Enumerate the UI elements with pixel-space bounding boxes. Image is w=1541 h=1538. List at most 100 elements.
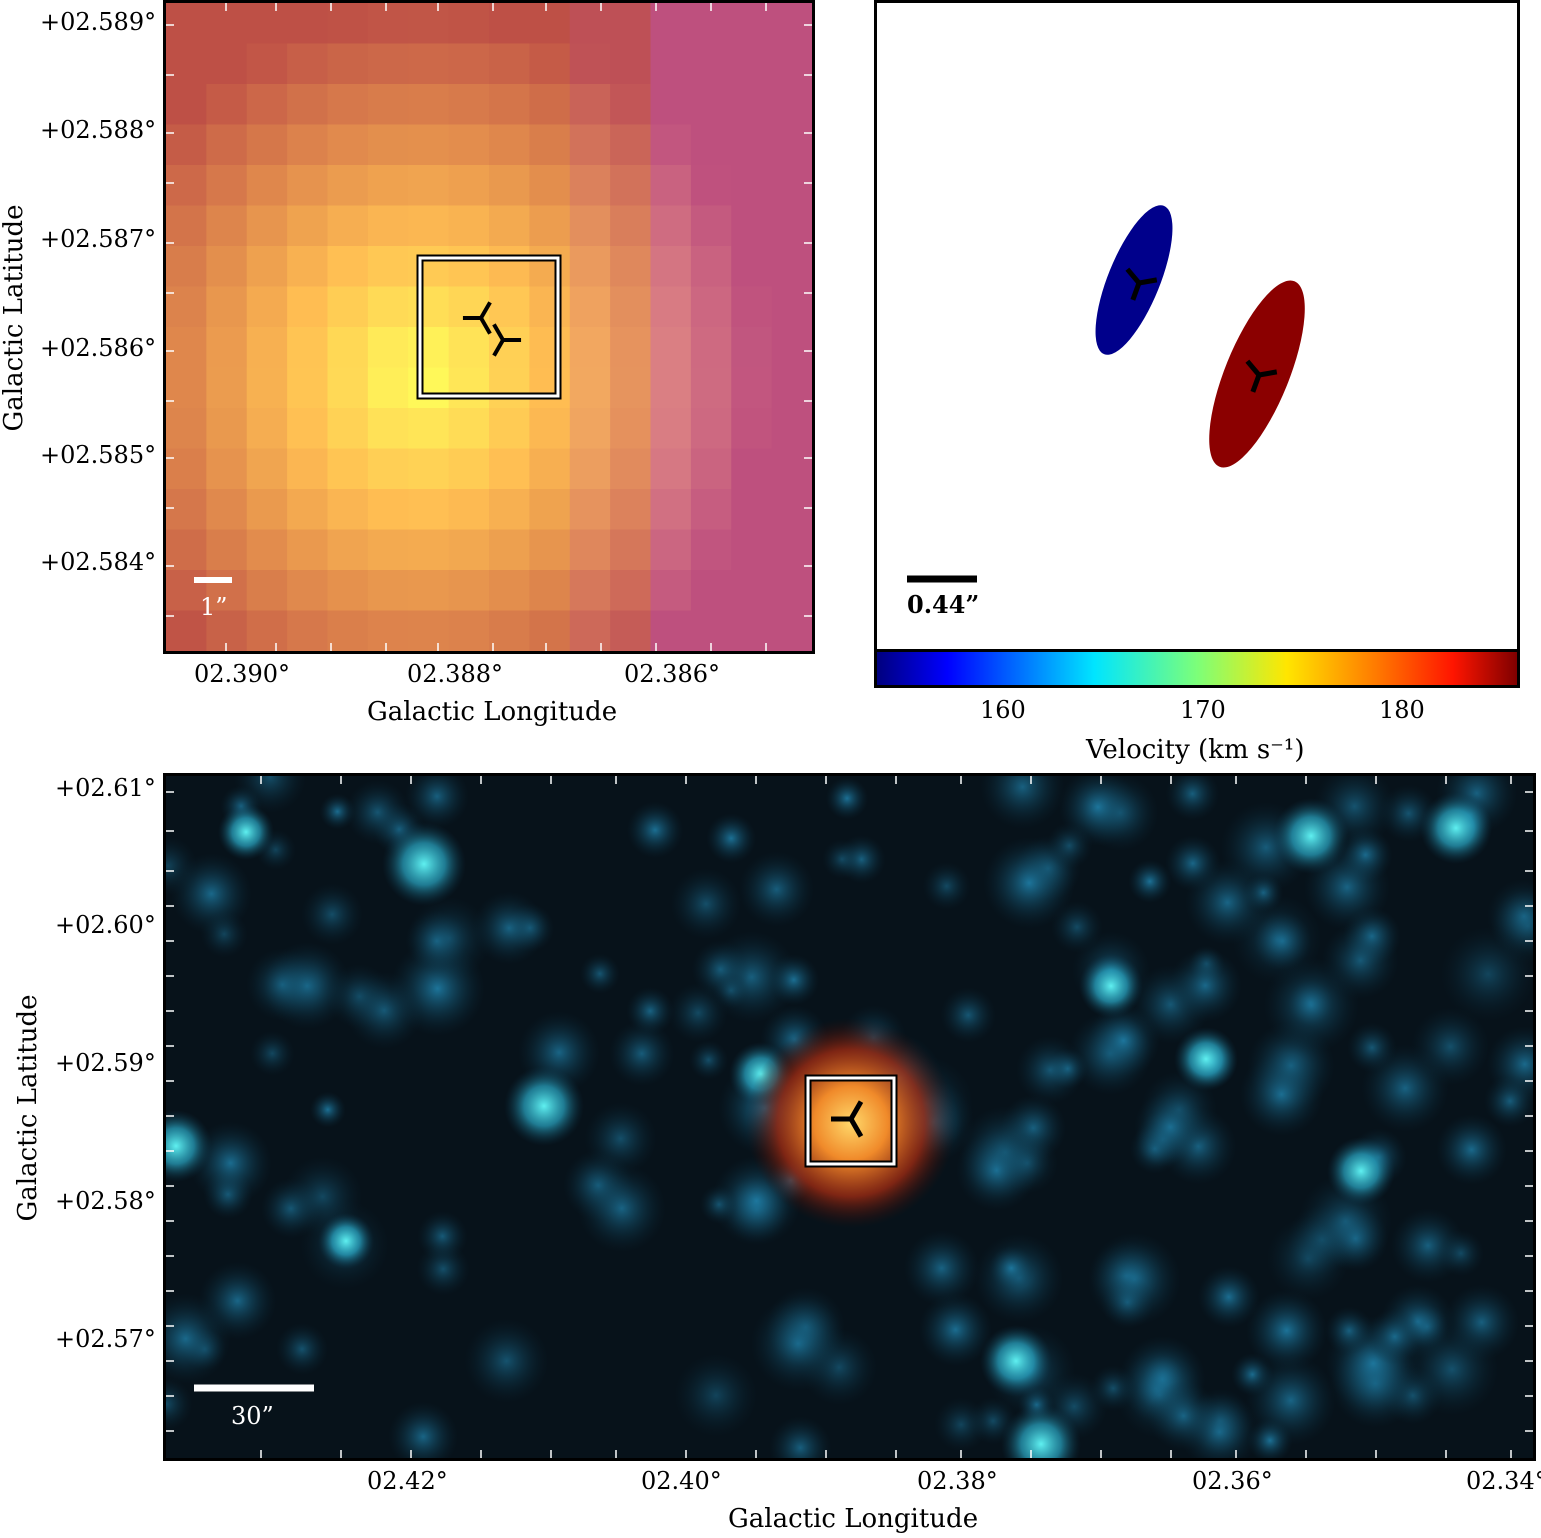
map-pixel: [246, 124, 288, 166]
map-pixel: [246, 246, 288, 287]
map-pixel: [327, 246, 369, 287]
map-pixel: [771, 3, 812, 44]
map-pixel: [327, 610, 369, 651]
map-pixel: [287, 367, 328, 409]
map-pixel: [529, 610, 571, 651]
map-pixel: [489, 84, 530, 125]
map-pixel: [650, 124, 692, 166]
map-pixel: [771, 84, 812, 125]
map-pixel: [287, 489, 328, 530]
map-pixel: [367, 408, 409, 449]
faint-source: [1435, 1113, 1508, 1186]
map-pixel: [166, 529, 207, 571]
map-pixel: [367, 246, 409, 287]
bt-ytick-3: +02.58°: [55, 1187, 156, 1215]
map-pixel: [650, 367, 692, 409]
map-pixel: [408, 610, 450, 651]
map-pixel: [448, 408, 490, 449]
map-pixel: [287, 84, 328, 125]
map-pixel: [690, 165, 732, 206]
map-pixel: [367, 286, 409, 328]
map-pixel: [690, 448, 732, 490]
faint-source: [464, 1318, 549, 1404]
map-pixel: [569, 489, 611, 530]
bt-xtick-3: 02.36°: [1192, 1467, 1273, 1495]
map-pixel: [166, 367, 207, 409]
map-pixel: [327, 43, 369, 85]
map-pixel: [327, 327, 369, 368]
top-left-image-panel: 1”: [163, 0, 815, 654]
faint-source: [1165, 776, 1220, 821]
faint-source: [1483, 1074, 1533, 1128]
map-pixel: [408, 124, 450, 166]
cb-tick-2: 180: [1379, 696, 1425, 724]
maser-intensity-map: 1”: [166, 3, 812, 651]
map-pixel: [569, 327, 611, 368]
faint-source: [1266, 1217, 1350, 1301]
tl-ytick-4: +02.585°: [40, 441, 157, 469]
map-pixel: [166, 124, 207, 166]
map-pixel: [367, 327, 409, 368]
faint-source: [404, 776, 470, 829]
map-pixel: [206, 489, 248, 530]
map-pixel: [690, 570, 732, 611]
map-pixel: [246, 367, 288, 409]
map-pixel: [246, 489, 288, 530]
map-pixel: [610, 327, 651, 368]
map-pixel: [569, 570, 611, 611]
map-pixel: [327, 529, 369, 571]
tl-ytick-5: +02.584°: [40, 548, 157, 576]
map-pixel: [246, 3, 288, 44]
map-pixel: [529, 367, 571, 409]
map-pixel: [650, 570, 692, 611]
map-pixel: [448, 165, 490, 206]
faint-source: [1324, 1306, 1374, 1355]
faint-source: [933, 1397, 989, 1452]
map-pixel: [206, 570, 248, 611]
faint-source: [1046, 822, 1093, 869]
map-pixel: [166, 327, 207, 368]
map-pixel: [448, 124, 490, 166]
map-pixel: [731, 327, 773, 368]
map-pixel: [610, 246, 651, 287]
faint-source: [940, 987, 997, 1044]
map-pixel: [489, 327, 530, 368]
map-pixel: [166, 408, 207, 449]
map-pixel: [166, 205, 207, 247]
map-pixel: [287, 448, 328, 490]
map-pixel: [408, 529, 450, 571]
bt-xtick-4: 02.34°: [1466, 1467, 1541, 1495]
map-pixel: [690, 367, 732, 409]
map-pixel: [206, 165, 248, 206]
map-pixel: [408, 43, 450, 85]
map-pixel: [489, 43, 530, 85]
map-pixel: [367, 570, 409, 611]
bright-star: [318, 1213, 374, 1269]
map-pixel: [489, 367, 530, 409]
map-pixel: [650, 529, 692, 571]
map-pixel: [206, 43, 248, 85]
faint-source: [768, 1416, 832, 1458]
map-pixel: [650, 408, 692, 449]
velocity-colorbar: [874, 650, 1520, 688]
faint-source: [249, 1030, 295, 1077]
faint-source: [626, 801, 684, 859]
map-pixel: [690, 43, 732, 85]
map-pixel: [367, 489, 409, 530]
bright-star: [1079, 954, 1143, 1018]
tl-xtick-2: 02.386°: [624, 660, 720, 688]
map-pixel: [771, 124, 812, 166]
map-pixel: [408, 570, 450, 611]
map-pixel: [771, 327, 812, 368]
map-pixel: [610, 205, 651, 247]
faint-source: [918, 1292, 993, 1367]
map-pixel: [206, 327, 248, 368]
map-pixel: [327, 367, 369, 409]
map-pixel: [771, 408, 812, 449]
map-pixel: [448, 448, 490, 490]
faint-source: [1405, 1322, 1499, 1416]
map-pixel: [448, 529, 490, 571]
tl-ytick-3: +02.586°: [40, 334, 157, 362]
map-pixel: [367, 43, 409, 85]
tl-xlabel: Galactic Longitude: [367, 697, 618, 727]
